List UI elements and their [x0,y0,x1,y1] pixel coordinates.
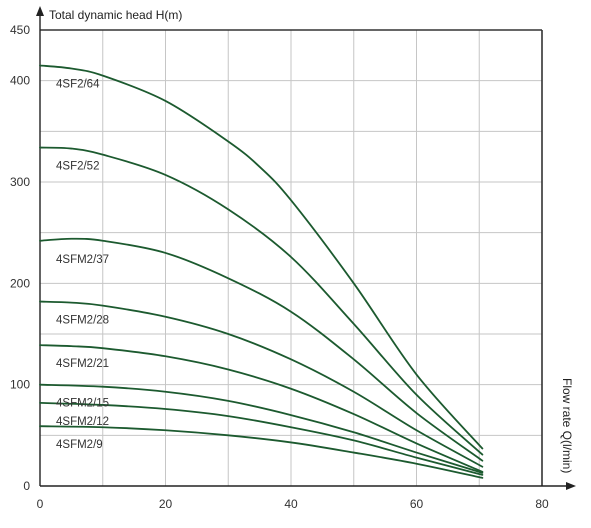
x-tick-label: 0 [37,497,44,511]
curve-4sf2-52 [39,146,484,456]
y-tick-label: 400 [10,74,30,88]
axes: 0 20 40 60 80 0 100 200 300 400 450 Total dynamic h… [10,6,576,511]
labels: 4SF2/64 4SF2/52 4SFM2/37 4SFM2/28 4SFM2/21 4S… [56,78,109,451]
curve-label-4sfm2-37: 4SFM2/37 [56,254,109,266]
curves [39,64,484,479]
x-axis-arrow [566,482,576,490]
x-tick-label: 40 [284,497,298,511]
y-tick-label: 100 [10,378,30,392]
curve-4sfm2-37 [39,237,484,462]
y-tick-label: 200 [10,276,30,290]
y-axis-arrow [36,6,44,16]
y-tick-label: 300 [10,175,30,189]
x-tick-label: 60 [410,497,424,511]
y-tick-label: 0 [23,479,30,493]
curve-label-4sfm2-9: 4SFM2/9 [56,439,103,451]
curve-4sfm2-21 [39,344,484,473]
curve-label-4sf2-64: 4SF2/64 [56,78,100,90]
curve-label-4sfm2-28: 4SFM2/28 [56,315,109,327]
x-axis-title: Flow rate Q(l/min) [560,378,574,473]
curve-4sfm2-28 [39,300,484,468]
y-axis-title: Total dynamic head H(m) [49,8,182,22]
x-tick-label: 80 [535,497,549,511]
curve-4sfm2-9 [39,425,484,479]
curve-4sfm2-12 [39,402,484,476]
grid [40,30,542,486]
x-tick-label: 20 [159,497,173,511]
y-tick-label: 450 [10,23,30,37]
curve-label-4sfm2-15: 4SFM2/15 [56,398,109,410]
curve-label-4sfm2-21: 4SFM2/21 [56,358,109,370]
curve-4sfm2-15 [39,383,484,474]
curve-4sf2-64 [39,64,484,450]
curve-label-4sf2-52: 4SF2/52 [56,161,99,173]
curve-label-4sfm2-12: 4SFM2/12 [56,416,109,428]
